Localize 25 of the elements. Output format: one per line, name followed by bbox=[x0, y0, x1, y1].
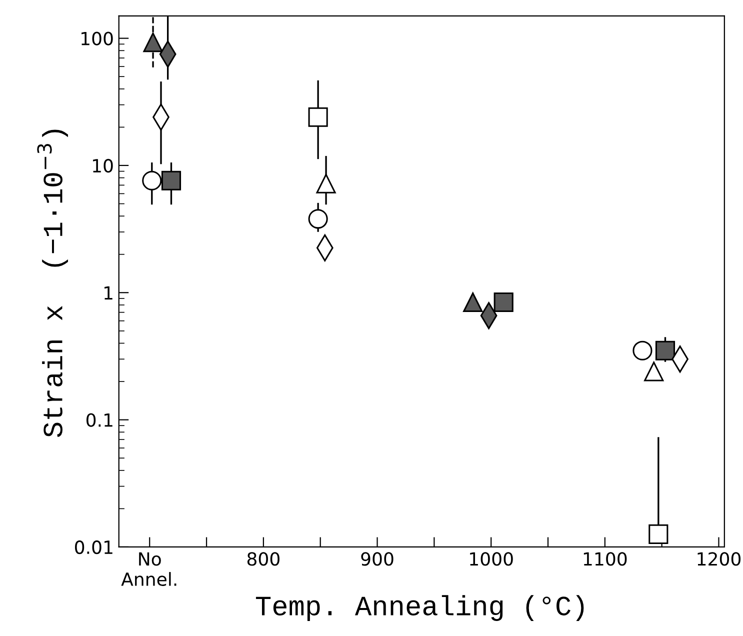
point bbox=[644, 362, 664, 382]
x-tick-label: 900 bbox=[361, 552, 394, 566]
y-tick-label: 1 bbox=[104, 286, 112, 300]
y-tick-label: 100 bbox=[82, 32, 113, 46]
point bbox=[463, 292, 483, 312]
point bbox=[655, 340, 676, 360]
point bbox=[308, 107, 328, 127]
x-tick-label: 1000 bbox=[470, 552, 513, 566]
x-tick-label: No Annel. bbox=[121, 552, 176, 586]
point bbox=[308, 209, 328, 229]
y-axis-title: Strain x (−1·10$^{−3}$) bbox=[37, 130, 68, 438]
y-tick-label: 0.01 bbox=[75, 540, 112, 554]
point bbox=[648, 524, 668, 544]
x-tick-label: 1200 bbox=[698, 552, 741, 566]
point bbox=[632, 340, 652, 360]
x-tick-label: 800 bbox=[247, 552, 280, 566]
x-axis-title: Temp. Annealing (°C) bbox=[256, 595, 584, 621]
point bbox=[316, 174, 336, 194]
x-tick-label: 1100 bbox=[584, 552, 627, 566]
point bbox=[142, 170, 162, 190]
y-tick-label: 10 bbox=[93, 158, 113, 173]
point bbox=[143, 32, 163, 52]
point bbox=[494, 292, 514, 312]
y-tick-label: 0.1 bbox=[86, 413, 112, 427]
point bbox=[161, 170, 182, 190]
